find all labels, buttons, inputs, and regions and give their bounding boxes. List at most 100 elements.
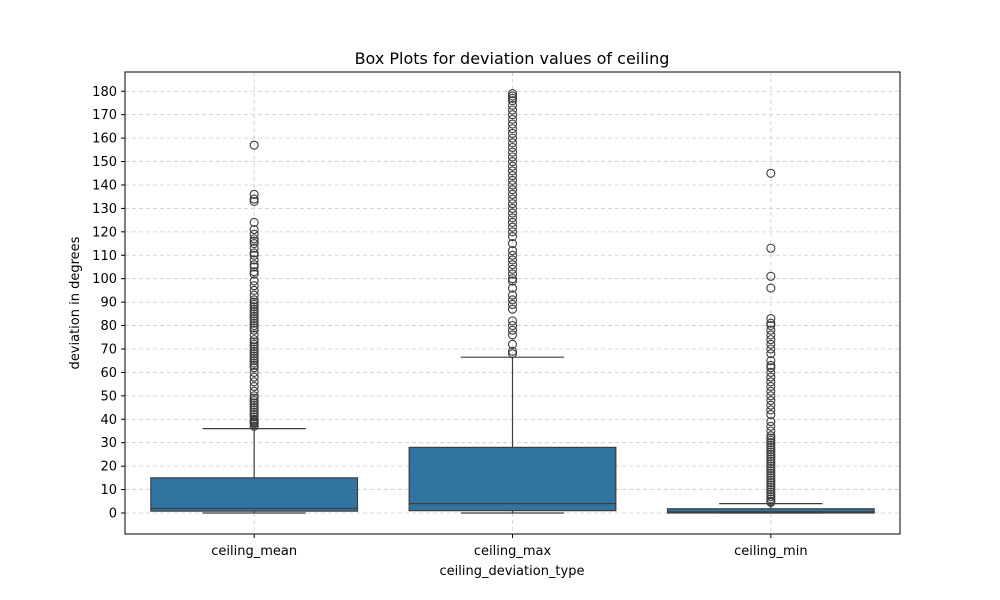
outlier-point: [766, 466, 776, 476]
outlier-point: [249, 339, 259, 349]
outlier-point: [249, 344, 259, 354]
outlier-point: [766, 168, 776, 178]
outlier-point: [249, 323, 259, 333]
y-tick-label: 80: [100, 319, 117, 334]
y-tick-label: 130: [92, 202, 117, 217]
outlier-point: [249, 335, 259, 345]
outlier-point: [507, 119, 518, 129]
outlier-point: [507, 180, 518, 190]
outlier-point: [507, 239, 518, 249]
outlier-point: [766, 492, 776, 502]
outlier-point: [507, 208, 518, 218]
outlier-point: [507, 194, 518, 204]
outlier-point: [249, 381, 259, 392]
box-group-ceiling_mean: [150, 140, 359, 514]
outlier-point: [249, 349, 259, 359]
outlier-point: [249, 140, 259, 150]
outlier-point: [507, 304, 518, 314]
outlier-point: [249, 400, 259, 410]
outlier-point: [249, 269, 259, 279]
outlier-point: [507, 274, 518, 284]
outlier-point: [249, 304, 259, 314]
y-tick-label: 120: [92, 225, 117, 240]
outlier-point: [766, 421, 776, 431]
outlier-point: [766, 447, 776, 457]
outlier-point: [766, 405, 776, 415]
outlier-point: [766, 356, 776, 366]
outlier-point: [766, 330, 776, 340]
outlier-point: [507, 222, 518, 232]
outlier-point: [766, 400, 776, 410]
outlier-point: [766, 325, 776, 335]
outlier-point: [766, 381, 776, 392]
outlier-point: [766, 445, 776, 455]
y-tick-label: 60: [100, 366, 117, 381]
outlier-point: [507, 349, 518, 359]
outlier-point: [249, 405, 259, 415]
y-tick-label: 100: [92, 272, 117, 287]
outlier-point: [249, 297, 259, 307]
y-tick-label: 170: [92, 108, 117, 123]
y-tick-label: 10: [100, 483, 117, 498]
outlier-point: [249, 412, 259, 422]
outlier-point: [507, 290, 518, 300]
outlier-point: [766, 372, 776, 382]
outlier-point: [249, 346, 259, 356]
outlier-point: [507, 105, 518, 115]
outlier-point: [766, 438, 776, 448]
outlier-point: [507, 91, 518, 101]
outlier-point: [766, 417, 776, 427]
outlier-point: [249, 224, 259, 235]
outlier-point: [507, 185, 518, 195]
outlier-point: [507, 316, 518, 326]
outlier-point: [249, 360, 259, 370]
outlier-point: [766, 271, 776, 281]
iqr-box: [408, 446, 617, 512]
outlier-point: [249, 356, 259, 366]
outlier-point: [249, 306, 259, 317]
outlier-point: [249, 386, 259, 396]
outlier-point: [249, 421, 259, 431]
x-tick-label: ceiling_min: [734, 544, 808, 559]
outlier-point: [507, 89, 518, 99]
outlier-point: [766, 494, 776, 504]
outlier-point: [766, 377, 776, 387]
outlier-point: [249, 239, 259, 249]
outlier-point: [766, 313, 776, 324]
outlier-point: [249, 330, 259, 340]
chart-title: Box Plots for deviation values of ceilin…: [355, 49, 670, 68]
outlier-point: [766, 344, 776, 354]
y-tick-label: 70: [100, 342, 117, 357]
outlier-point: [766, 485, 776, 495]
outlier-point: [766, 283, 776, 293]
outlier-point: [766, 489, 776, 499]
outlier-point: [249, 311, 259, 321]
box-layer: [150, 89, 875, 514]
outlier-point: [507, 100, 518, 110]
y-tick-label: 110: [92, 249, 117, 264]
outlier-point: [249, 398, 259, 408]
outlier-point: [249, 377, 259, 387]
y-tick-label: 160: [92, 132, 117, 147]
y-tick-label: 40: [100, 413, 117, 428]
outlier-point: [507, 133, 518, 143]
outlier-point: [766, 435, 776, 445]
outlier-point: [249, 217, 259, 228]
y-tick-label: 140: [92, 178, 117, 193]
outlier-point: [249, 299, 259, 310]
outlier-point: [766, 433, 776, 443]
outlier-point: [249, 395, 259, 406]
outlier-point: [766, 463, 776, 474]
outlier-point: [249, 295, 259, 305]
outlier-point: [249, 367, 259, 377]
outlier-point: [249, 234, 259, 244]
outlier-point: [249, 276, 259, 286]
outlier-point: [249, 196, 259, 206]
outlier-point: [249, 260, 259, 270]
outlier-point: [766, 477, 776, 488]
outlier-point: [249, 337, 259, 347]
outlier-point: [507, 276, 518, 286]
outlier-point: [766, 318, 776, 328]
x-axis-title: ceiling_deviation_type: [440, 564, 585, 579]
outlier-point: [507, 203, 518, 213]
